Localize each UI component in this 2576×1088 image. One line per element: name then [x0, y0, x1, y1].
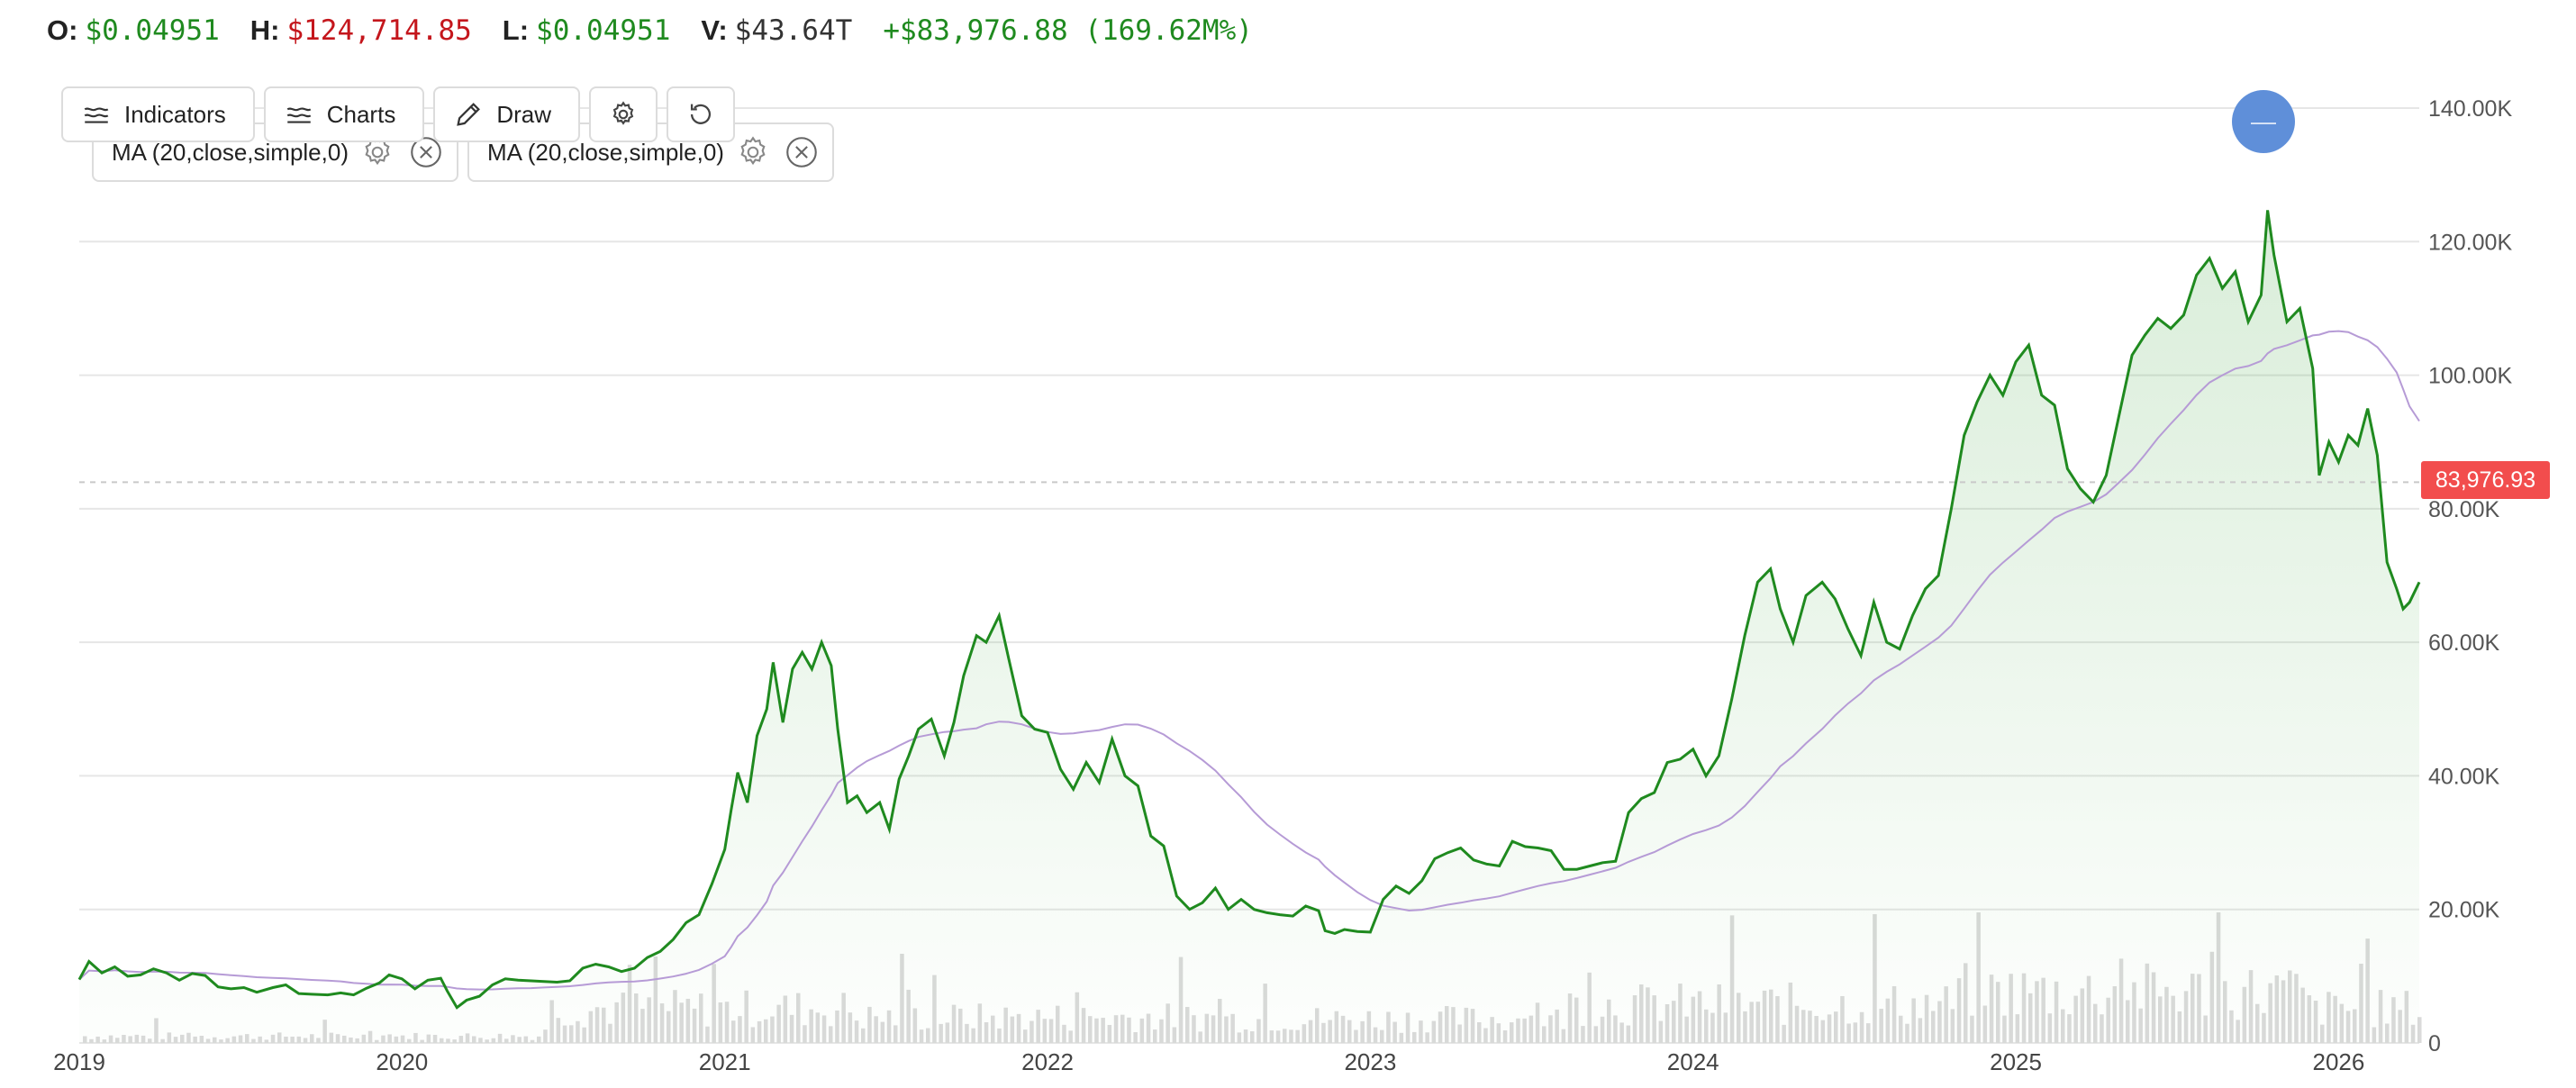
- x-tick-label: 2025: [1990, 1048, 2042, 1075]
- reset-button[interactable]: [666, 86, 735, 142]
- y-tick-label: 0: [2428, 1031, 2441, 1056]
- x-tick-label: 2021: [699, 1048, 751, 1075]
- ohlc-header: O: $0.04951 H: $124,714.85 L: $0.04951 V…: [47, 13, 1283, 49]
- charts-label: Charts: [326, 100, 396, 128]
- x-tick-label: 2023: [1344, 1048, 1396, 1075]
- volume-value: $43.64T: [734, 14, 853, 47]
- close-icon: [786, 137, 817, 168]
- low-value: $0.04951: [536, 14, 671, 47]
- price-area: [79, 210, 2419, 1043]
- indicator-remove-button[interactable]: [782, 132, 821, 172]
- reset-icon: [690, 104, 712, 124]
- pencil-icon: [457, 103, 481, 126]
- indicator-label: MA (20,close,simple,0): [486, 138, 724, 166]
- y-tick-label: 140.00K: [2428, 96, 2512, 122]
- change-value: +$83,976.88 (169.62M%): [883, 14, 1253, 47]
- close-icon: [411, 137, 441, 168]
- indicator-remove-button[interactable]: [406, 132, 446, 172]
- gear-icon: [612, 101, 634, 125]
- chart-toolbar: Indicators Charts Draw: [61, 86, 735, 142]
- y-tick-label: 80.00K: [2428, 497, 2500, 522]
- indicator-label: MA (20,close,simple,0): [112, 138, 349, 166]
- x-tick-label: 2020: [376, 1048, 428, 1075]
- charts-icon: [286, 107, 312, 123]
- y-tick-label: 120.00K: [2428, 230, 2512, 255]
- scroll-handle-button[interactable]: —: [2232, 90, 2295, 153]
- x-tick-label: 2024: [1667, 1048, 1719, 1075]
- high-label: H:: [249, 14, 280, 46]
- high-value: $124,714.85: [286, 14, 472, 47]
- y-tick-label: 60.00K: [2428, 630, 2500, 656]
- draw-label: Draw: [496, 100, 551, 128]
- minus-icon: —: [2251, 107, 2276, 135]
- open-value: $0.04951: [85, 14, 220, 47]
- indicator-settings-button[interactable]: [358, 132, 397, 172]
- x-tick-label: 2026: [2312, 1048, 2364, 1075]
- low-label: L:: [502, 14, 530, 46]
- open-label: O:: [47, 14, 78, 46]
- current-price-label: 83,976.93: [2421, 461, 2550, 499]
- gear-icon: [740, 136, 766, 166]
- charts-button[interactable]: Charts: [263, 86, 425, 142]
- draw-button[interactable]: Draw: [433, 86, 580, 142]
- indicators-icon: [84, 107, 109, 123]
- y-tick-label: 20.00K: [2428, 898, 2500, 923]
- indicator-settings-button[interactable]: [733, 132, 773, 172]
- x-tick-label: 2019: [53, 1048, 105, 1075]
- volume-label: V:: [701, 14, 728, 46]
- x-tick-label: 2022: [1021, 1048, 1074, 1075]
- price-line: [77, 210, 2421, 1010]
- indicators-label: Indicators: [124, 100, 226, 128]
- volume-bar: [2417, 1017, 2422, 1043]
- settings-button[interactable]: [588, 86, 658, 142]
- gear-icon: [365, 136, 390, 166]
- y-tick-label: 100.00K: [2428, 364, 2512, 389]
- indicators-button[interactable]: Indicators: [61, 86, 255, 142]
- y-tick-label: 40.00K: [2428, 764, 2500, 789]
